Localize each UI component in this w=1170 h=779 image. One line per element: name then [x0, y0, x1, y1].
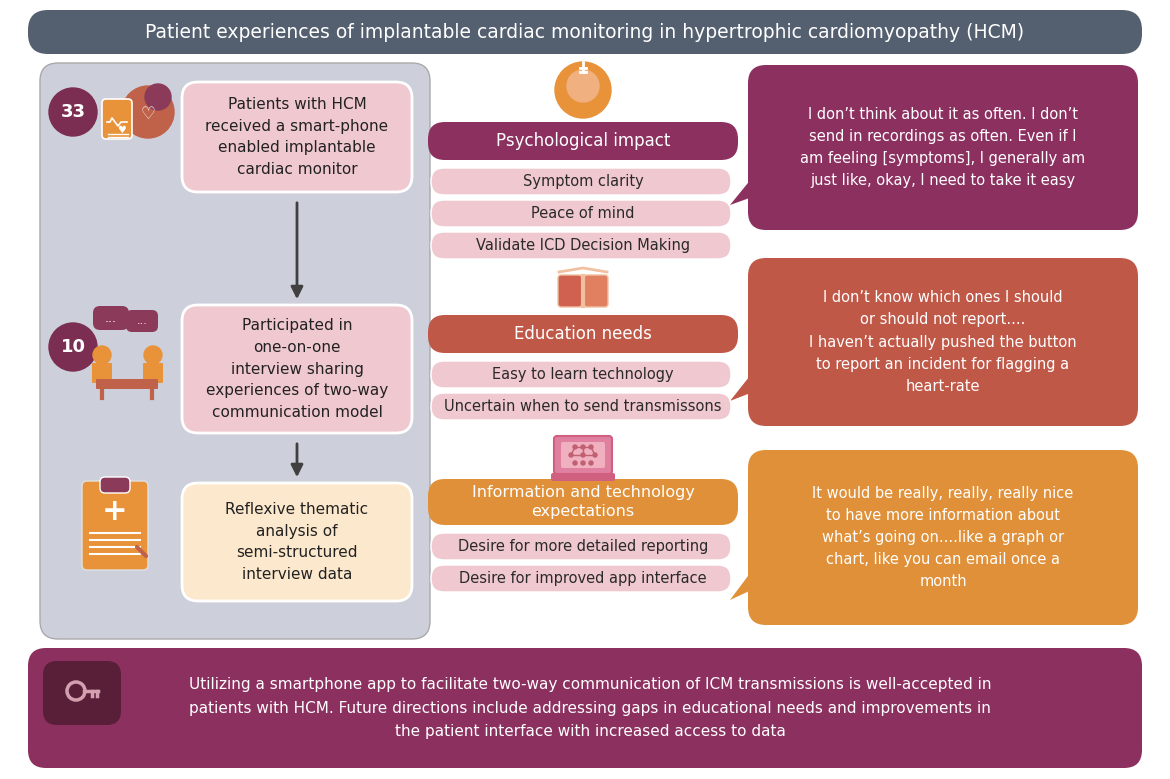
- Polygon shape: [730, 569, 753, 600]
- FancyBboxPatch shape: [431, 200, 731, 227]
- FancyBboxPatch shape: [92, 363, 112, 383]
- FancyBboxPatch shape: [748, 450, 1138, 625]
- Text: Information and technology
expectations: Information and technology expectations: [472, 485, 695, 520]
- FancyBboxPatch shape: [431, 168, 731, 195]
- Text: Participated in
one-on-one
interview sharing
experiences of two-way
communicatio: Participated in one-on-one interview sha…: [206, 319, 388, 420]
- Circle shape: [555, 62, 611, 118]
- FancyBboxPatch shape: [558, 275, 581, 307]
- Text: 10: 10: [61, 338, 85, 356]
- Circle shape: [593, 453, 597, 457]
- Circle shape: [569, 453, 573, 457]
- Text: Utilizing a smartphone app to facilitate two-way communication of ICM transmissi: Utilizing a smartphone app to facilitate…: [188, 677, 991, 739]
- Circle shape: [92, 346, 111, 364]
- FancyBboxPatch shape: [428, 479, 738, 525]
- Circle shape: [589, 461, 593, 465]
- FancyBboxPatch shape: [28, 10, 1142, 54]
- FancyBboxPatch shape: [748, 65, 1138, 230]
- Text: ...: ...: [137, 316, 147, 326]
- FancyBboxPatch shape: [102, 99, 132, 139]
- Polygon shape: [70, 712, 87, 722]
- Circle shape: [144, 346, 161, 364]
- Text: Symptom clarity: Symptom clarity: [523, 174, 644, 189]
- Circle shape: [567, 70, 599, 102]
- Text: Patients with HCM
received a smart-phone
enabled implantable
cardiac monitor: Patients with HCM received a smart-phone…: [206, 97, 388, 177]
- FancyBboxPatch shape: [183, 305, 412, 433]
- FancyBboxPatch shape: [126, 310, 158, 332]
- FancyBboxPatch shape: [431, 232, 731, 259]
- FancyBboxPatch shape: [555, 436, 612, 474]
- FancyBboxPatch shape: [584, 275, 608, 307]
- Circle shape: [145, 84, 171, 110]
- FancyBboxPatch shape: [99, 477, 130, 493]
- Text: ...: ...: [105, 312, 117, 325]
- Circle shape: [581, 461, 585, 465]
- FancyBboxPatch shape: [748, 258, 1138, 426]
- Polygon shape: [730, 177, 753, 205]
- Text: Validate ICD Decision Making: Validate ICD Decision Making: [476, 238, 690, 253]
- Text: Desire for more detailed reporting: Desire for more detailed reporting: [457, 539, 708, 554]
- Text: +: +: [102, 498, 128, 527]
- FancyBboxPatch shape: [28, 648, 1142, 768]
- Text: Reflexive thematic
analysis of
semi-structured
interview data: Reflexive thematic analysis of semi-stru…: [226, 502, 369, 582]
- FancyBboxPatch shape: [143, 363, 163, 383]
- Circle shape: [573, 445, 577, 449]
- Circle shape: [589, 445, 593, 449]
- FancyBboxPatch shape: [82, 481, 147, 570]
- FancyBboxPatch shape: [43, 661, 121, 725]
- Text: I don’t know which ones I should
or should not report....
I haven’t actually pus: I don’t know which ones I should or shou…: [810, 290, 1076, 394]
- Circle shape: [49, 323, 97, 371]
- Circle shape: [581, 445, 585, 449]
- Text: Easy to learn technology: Easy to learn technology: [493, 367, 674, 382]
- FancyBboxPatch shape: [560, 442, 605, 468]
- Text: ♥: ♥: [118, 125, 126, 135]
- FancyBboxPatch shape: [428, 315, 738, 353]
- Text: Patient experiences of implantable cardiac monitoring in hypertrophic cardiomyop: Patient experiences of implantable cardi…: [145, 23, 1025, 41]
- Text: Education needs: Education needs: [514, 325, 652, 343]
- Circle shape: [573, 461, 577, 465]
- Text: Desire for improved app interface: Desire for improved app interface: [459, 571, 707, 586]
- FancyBboxPatch shape: [96, 379, 158, 389]
- Text: I don’t think about it as often. I don’t
send in recordings as often. Even if I
: I don’t think about it as often. I don’t…: [800, 107, 1086, 189]
- Circle shape: [581, 453, 585, 457]
- Text: Uncertain when to send transmissons: Uncertain when to send transmissons: [445, 399, 722, 414]
- Text: ♡: ♡: [140, 105, 156, 123]
- Text: Peace of mind: Peace of mind: [531, 206, 635, 221]
- FancyBboxPatch shape: [431, 361, 731, 388]
- FancyBboxPatch shape: [431, 393, 731, 420]
- Text: It would be really, really, really nice
to have more information about
what’s go: It would be really, really, really nice …: [812, 485, 1074, 590]
- FancyBboxPatch shape: [428, 122, 738, 160]
- FancyBboxPatch shape: [92, 306, 129, 330]
- Circle shape: [122, 86, 174, 138]
- FancyBboxPatch shape: [431, 565, 731, 592]
- FancyBboxPatch shape: [183, 483, 412, 601]
- Text: 33: 33: [61, 103, 85, 121]
- Polygon shape: [730, 372, 753, 401]
- FancyBboxPatch shape: [183, 82, 412, 192]
- FancyBboxPatch shape: [551, 473, 615, 481]
- Circle shape: [49, 88, 97, 136]
- FancyBboxPatch shape: [431, 533, 731, 560]
- Text: Psychological impact: Psychological impact: [496, 132, 670, 150]
- FancyBboxPatch shape: [40, 63, 431, 639]
